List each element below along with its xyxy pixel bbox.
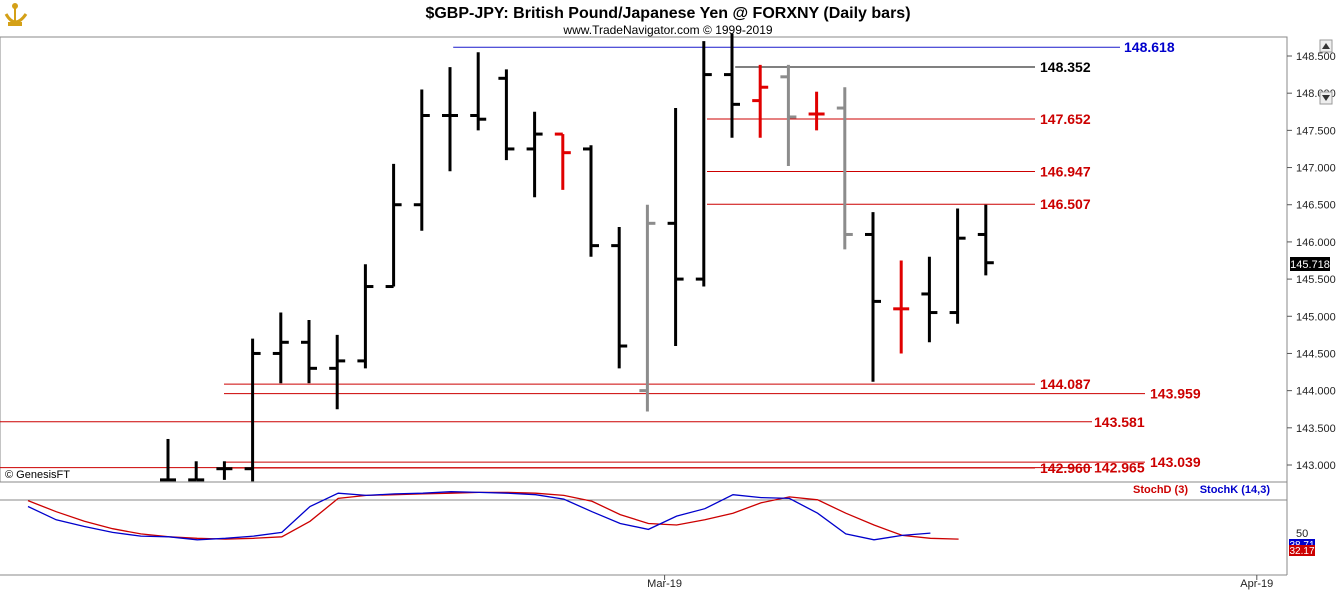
price-bars xyxy=(160,33,994,482)
ohlc-bar xyxy=(724,33,740,138)
chart-subtitle: www.TradeNavigator.com © 1999-2019 xyxy=(562,23,772,37)
price-tick-label: 143.000 xyxy=(1296,460,1336,472)
x-axis: Mar-19 Apr-19 xyxy=(647,575,1273,590)
level-label: 148.618 xyxy=(1124,39,1175,55)
price-tick-label: 145.000 xyxy=(1296,311,1336,323)
stoch-line-d xyxy=(27,491,959,540)
ohlc-bar xyxy=(611,227,628,369)
legend-stochd: StochD (3) xyxy=(1133,484,1188,496)
ohlc-bar xyxy=(357,264,374,369)
price-tick-label: 145.500 xyxy=(1296,274,1336,286)
scroll-up-icon[interactable] xyxy=(1319,39,1333,53)
ohlc-bar xyxy=(865,212,881,382)
price-tick-label: 146.500 xyxy=(1296,200,1336,212)
ohlc-bar xyxy=(272,312,289,384)
level-label: 147.652 xyxy=(1040,111,1091,127)
price-tick-label: 147.500 xyxy=(1296,125,1336,137)
ohlc-bar xyxy=(301,319,317,384)
level-label: 146.947 xyxy=(1040,163,1091,179)
ohlc-bar xyxy=(977,204,994,276)
price-tick-label: 143.500 xyxy=(1296,423,1336,435)
ohlc-bar xyxy=(329,334,346,410)
ohlc-bar xyxy=(385,163,402,289)
ohlc-bar xyxy=(752,64,769,138)
ohlc-bar xyxy=(470,52,487,131)
ohlc-bar xyxy=(413,89,430,231)
ohlc-bar xyxy=(836,87,853,250)
watermark: © GenesisFT xyxy=(5,469,70,481)
ohlc-bar xyxy=(583,145,599,257)
ohlc-bar xyxy=(554,132,571,190)
level-label: 148.352 xyxy=(1040,59,1091,75)
ohlc-bar xyxy=(893,260,910,354)
price-tick-label: 144.000 xyxy=(1296,386,1336,398)
ohlc-bar xyxy=(808,91,825,131)
ohlc-bar xyxy=(498,69,515,161)
level-label: 142.965 xyxy=(1094,460,1145,476)
chart-title: $GBP-JPY: British Pound/Japanese Yen @ F… xyxy=(425,5,910,22)
level-label: 146.507 xyxy=(1040,196,1091,212)
ohlc-bar xyxy=(442,67,458,172)
x-tick-label: Apr-19 xyxy=(1240,578,1273,590)
price-tick-label: 146.000 xyxy=(1296,237,1336,249)
stoch-tick-50: 50 xyxy=(1296,528,1308,540)
ohlc-bar xyxy=(921,256,938,343)
stoch-lines xyxy=(27,491,959,541)
logo-icon xyxy=(4,3,28,26)
scroll-down-icon[interactable] xyxy=(1319,91,1333,105)
ohlc-bar xyxy=(667,108,684,347)
last-price-value: 145.718 xyxy=(1290,259,1330,271)
stoch-value-labels: 38.71 32.17 xyxy=(1289,539,1315,557)
price-axis: 148.500148.000147.500147.000146.500146.0… xyxy=(1287,51,1336,472)
price-tick-label: 147.000 xyxy=(1296,163,1336,175)
stoch-line-k xyxy=(27,491,931,541)
level-label: 143.039 xyxy=(1150,454,1201,470)
ohlc-bar xyxy=(244,338,261,482)
price-tick-label: 144.500 xyxy=(1296,348,1336,360)
level-label: 143.959 xyxy=(1150,386,1201,402)
price-tick-label: 148.500 xyxy=(1296,51,1336,63)
ohlc-bar xyxy=(639,204,656,412)
ohlc-bar xyxy=(526,111,543,198)
level-label: 143.581 xyxy=(1094,414,1145,430)
ohlc-bar xyxy=(695,41,712,287)
stochd-value: 32.17 xyxy=(1289,546,1314,557)
x-tick-label: Mar-19 xyxy=(647,578,682,590)
ohlc-bar xyxy=(780,64,797,167)
level-lines: 148.618 148.352 147.652 146.947 146.507 144.0… xyxy=(0,39,1201,476)
ohlc-bar xyxy=(216,461,233,480)
last-price-label: 145.718 xyxy=(1290,257,1330,271)
level-label: 142.960 xyxy=(1040,460,1091,476)
ohlc-bar xyxy=(949,208,966,324)
ohlc-bar xyxy=(188,461,205,482)
ohlc-bar xyxy=(160,438,176,482)
level-label: 144.087 xyxy=(1040,376,1091,392)
legend-stochk: StochK (14,3) xyxy=(1200,484,1271,496)
